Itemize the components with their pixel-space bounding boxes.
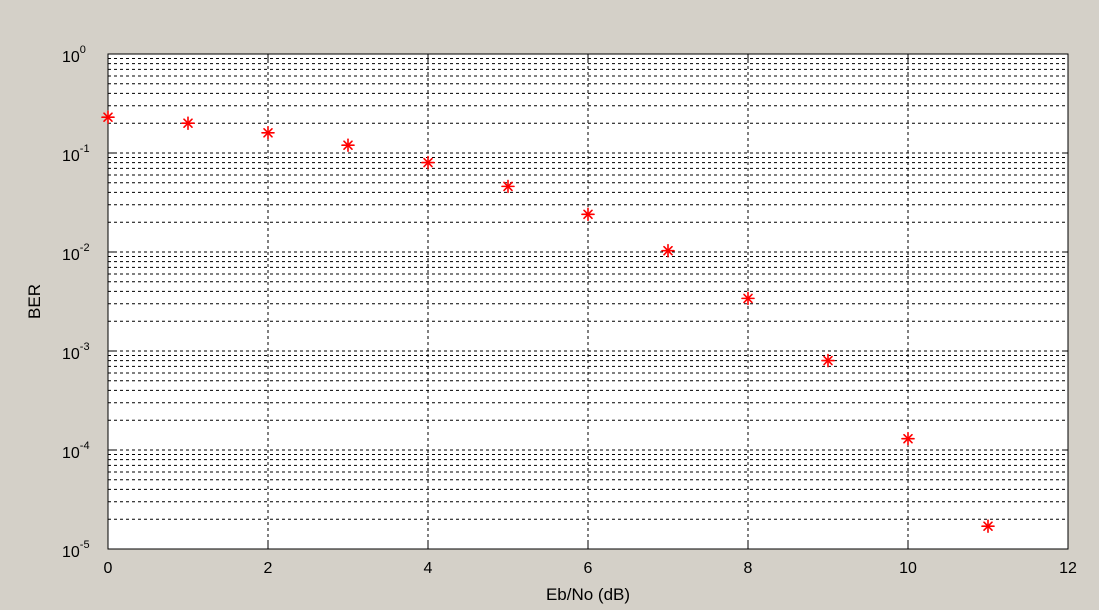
data-point-stroke [503, 181, 513, 192]
data-point-stroke [263, 127, 273, 138]
data-point-stroke [903, 433, 913, 444]
data-point [501, 179, 515, 194]
data-point [661, 243, 675, 258]
data-point [181, 116, 195, 130]
x-tick-label: 8 [744, 560, 753, 577]
x-tick-label: 10 [899, 560, 917, 577]
x-tick-label: 0 [104, 560, 113, 577]
x-tick-label: 4 [424, 560, 433, 577]
data-point-stroke [823, 355, 833, 366]
data-point [341, 138, 355, 152]
data-point-stroke [583, 209, 593, 220]
x-tick-label: 12 [1059, 560, 1077, 577]
grid-lines [108, 54, 1068, 549]
data-point [741, 291, 755, 306]
data-point [821, 353, 835, 368]
data-point-stroke [423, 157, 433, 168]
data-point-stroke [663, 245, 673, 256]
data-point [981, 519, 995, 533]
data-point-stroke [183, 118, 193, 128]
data-point-stroke [983, 521, 993, 531]
x-tick-label: 2 [264, 560, 273, 577]
data-point-stroke [103, 112, 113, 122]
data-point-stroke [743, 293, 753, 304]
x-axis-label: Eb/No (dB) [546, 585, 630, 604]
data-point-stroke [343, 140, 353, 150]
plot-frame [107, 53, 1069, 550]
data-point [421, 155, 435, 170]
y-axis-label: BER [25, 284, 44, 319]
data-point [901, 431, 915, 446]
data-markers [101, 110, 995, 533]
x-tick-label: 6 [584, 560, 593, 577]
data-point [581, 207, 595, 222]
data-point [101, 110, 115, 124]
data-point [261, 125, 275, 140]
